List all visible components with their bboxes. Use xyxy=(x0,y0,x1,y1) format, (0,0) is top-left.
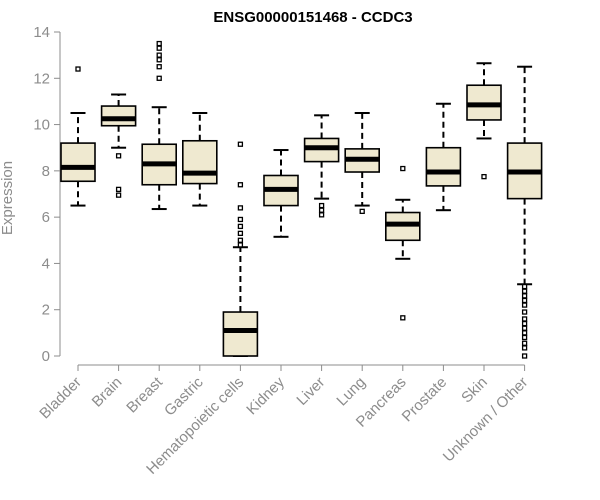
outlier-point xyxy=(521,288,528,294)
y-tick-label: 10 xyxy=(33,117,50,134)
category-label: Bladder xyxy=(36,374,85,423)
outlier-point xyxy=(237,216,244,223)
outlier-point xyxy=(521,325,528,331)
y-tick-label: 14 xyxy=(33,24,50,41)
boxes-group xyxy=(60,40,543,359)
category-label: Breast xyxy=(123,373,166,416)
box-bladder xyxy=(60,66,96,207)
box-breast xyxy=(141,40,177,211)
outlier-point xyxy=(237,182,244,188)
category-label: Skin xyxy=(458,374,491,407)
chart-title: ENSG00000151468 - CCDC3 xyxy=(213,9,412,26)
outlier-point xyxy=(400,165,406,172)
outlier-point xyxy=(156,45,162,51)
outlier-point xyxy=(521,316,528,322)
outlier-point xyxy=(521,309,528,315)
category-label: Liver xyxy=(293,374,328,409)
outlier-point xyxy=(521,293,528,299)
outlier-point xyxy=(156,57,162,63)
outlier-point xyxy=(237,230,244,236)
outlier-point xyxy=(318,202,325,209)
box-lung xyxy=(344,112,381,215)
y-tick-label: 2 xyxy=(42,302,50,319)
outlier-point xyxy=(521,353,528,359)
outlier-point xyxy=(237,242,244,248)
outlier-point xyxy=(115,153,122,159)
box-hematopoietic-cells xyxy=(222,141,259,357)
outlier-point xyxy=(156,75,162,81)
y-tick-label: 6 xyxy=(42,209,50,226)
outlier-point xyxy=(237,141,244,147)
box-pancreas xyxy=(384,165,421,321)
outlier-point xyxy=(156,52,162,58)
box-skin xyxy=(466,62,502,180)
y-axis: 0 2 4 6 8 10 12 14 xyxy=(33,24,61,365)
outlier-point xyxy=(521,334,528,341)
iqr-box xyxy=(425,146,462,187)
outlier-point xyxy=(521,345,528,351)
category-label: Kidney xyxy=(243,373,288,418)
iqr-box xyxy=(60,142,96,183)
outlier-point xyxy=(400,315,406,321)
iqr-box xyxy=(100,105,137,127)
category-label: Prostate xyxy=(399,374,451,426)
outlier-point xyxy=(237,205,244,211)
outlier-point xyxy=(521,283,528,290)
x-axis xyxy=(77,364,526,371)
outlier-point xyxy=(318,207,325,213)
box-kidney xyxy=(263,149,299,238)
outlier-point xyxy=(237,223,244,230)
iqr-box xyxy=(222,311,259,357)
category-label: Brain xyxy=(89,374,126,411)
outlier-point xyxy=(481,173,487,180)
box-prostate xyxy=(425,102,462,212)
outlier-point xyxy=(115,186,122,193)
outlier-point xyxy=(359,208,365,215)
y-tick-label: 12 xyxy=(33,70,50,87)
box-unknown-other xyxy=(506,65,543,359)
category-label: Lung xyxy=(333,374,369,410)
y-axis-label: Expression xyxy=(0,161,16,235)
outlier-point xyxy=(156,40,162,47)
outlier-point xyxy=(115,192,122,198)
outlier-point xyxy=(75,66,81,72)
box-liver xyxy=(303,114,340,218)
y-tick-label: 0 xyxy=(42,348,50,365)
outlier-point xyxy=(237,237,244,243)
outlier-point xyxy=(521,302,528,308)
box-brain xyxy=(100,93,137,198)
y-tick-label: 8 xyxy=(42,163,50,180)
y-tick-label: 4 xyxy=(42,255,50,272)
outlier-point xyxy=(521,340,528,346)
box-gastric xyxy=(182,112,218,207)
iqr-box xyxy=(182,139,218,185)
outlier-point xyxy=(521,330,528,336)
outlier-point xyxy=(156,64,162,70)
outlier-point xyxy=(521,320,528,327)
outlier-point xyxy=(521,297,528,304)
outlier-point xyxy=(318,212,325,218)
